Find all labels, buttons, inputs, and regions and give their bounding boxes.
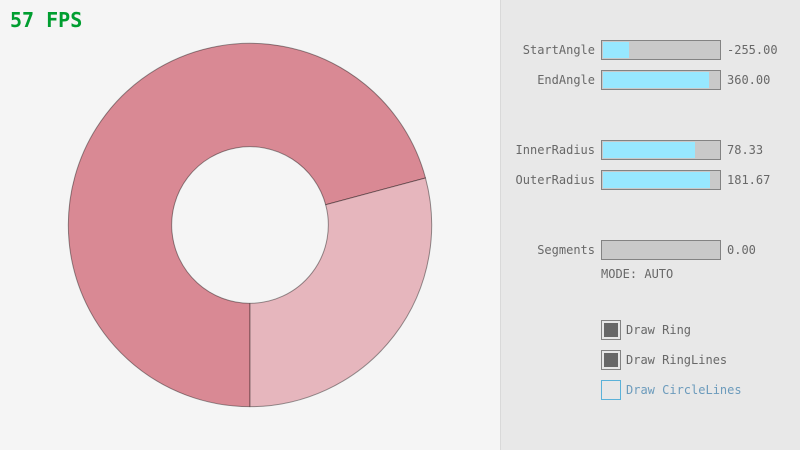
ring-sector-single (249, 177, 433, 408)
slider-value-endangle: 360.00 (727, 73, 771, 87)
slider-startangle[interactable] (601, 40, 721, 60)
slider-label-innerradius: InnerRadius (515, 143, 595, 157)
slider-outerradius[interactable] (601, 170, 721, 190)
slider-fill-innerradius (603, 142, 696, 158)
slider-value-segments: 0.00 (727, 243, 756, 257)
check-indicator (604, 323, 618, 337)
slider-fill-endangle (603, 72, 710, 88)
slider-label-segments: Segments (537, 243, 595, 257)
checkbox-draw-ringlines[interactable] (601, 350, 621, 370)
slider-fill-outerradius (603, 172, 711, 188)
checkbox-label-draw-ring: Draw Ring (626, 323, 692, 337)
mode-label: MODE: AUTO (601, 267, 674, 281)
slider-row-innerradius: InnerRadius 78.33 (501, 140, 800, 160)
slider-label-outerradius: OuterRadius (515, 173, 595, 187)
checkbox-label-draw-circlelines: Draw CircleLines (626, 383, 742, 397)
checkbox-row-draw-ringlines: Draw RingLines (501, 350, 800, 370)
slider-row-segments: Segments 0.00 (501, 240, 800, 260)
ring-sector-overlap (67, 42, 427, 408)
checkbox-draw-circlelines[interactable] (601, 380, 621, 400)
slider-row-startangle: StartAngle -255.00 (501, 40, 800, 60)
slider-segments[interactable] (601, 240, 721, 260)
slider-label-endangle: EndAngle (537, 73, 595, 87)
ring-shape (67, 42, 433, 408)
check-indicator (604, 353, 618, 367)
checkbox-draw-ring[interactable] (601, 320, 621, 340)
slider-value-outerradius: 181.67 (727, 173, 771, 187)
ring-canvas (67, 42, 433, 408)
slider-row-endangle: EndAngle 360.00 (501, 70, 800, 90)
control-panel: StartAngle -255.00 EndAngle 360.00 Inner… (500, 0, 800, 450)
slider-label-startangle: StartAngle (522, 43, 595, 57)
checkbox-row-draw-ring: Draw Ring (501, 320, 800, 340)
slider-innerradius[interactable] (601, 140, 721, 160)
checkbox-row-draw-circlelines: Draw CircleLines (501, 380, 800, 400)
fps-counter: 57 FPS (10, 8, 83, 32)
checkbox-label-draw-ringlines: Draw RingLines (626, 353, 728, 367)
slider-row-outerradius: OuterRadius 181.67 (501, 170, 800, 190)
slider-fill-startangle (603, 42, 629, 58)
slider-value-innerradius: 78.33 (727, 143, 764, 157)
slider-endangle[interactable] (601, 70, 721, 90)
slider-value-startangle: -255.00 (727, 43, 778, 57)
